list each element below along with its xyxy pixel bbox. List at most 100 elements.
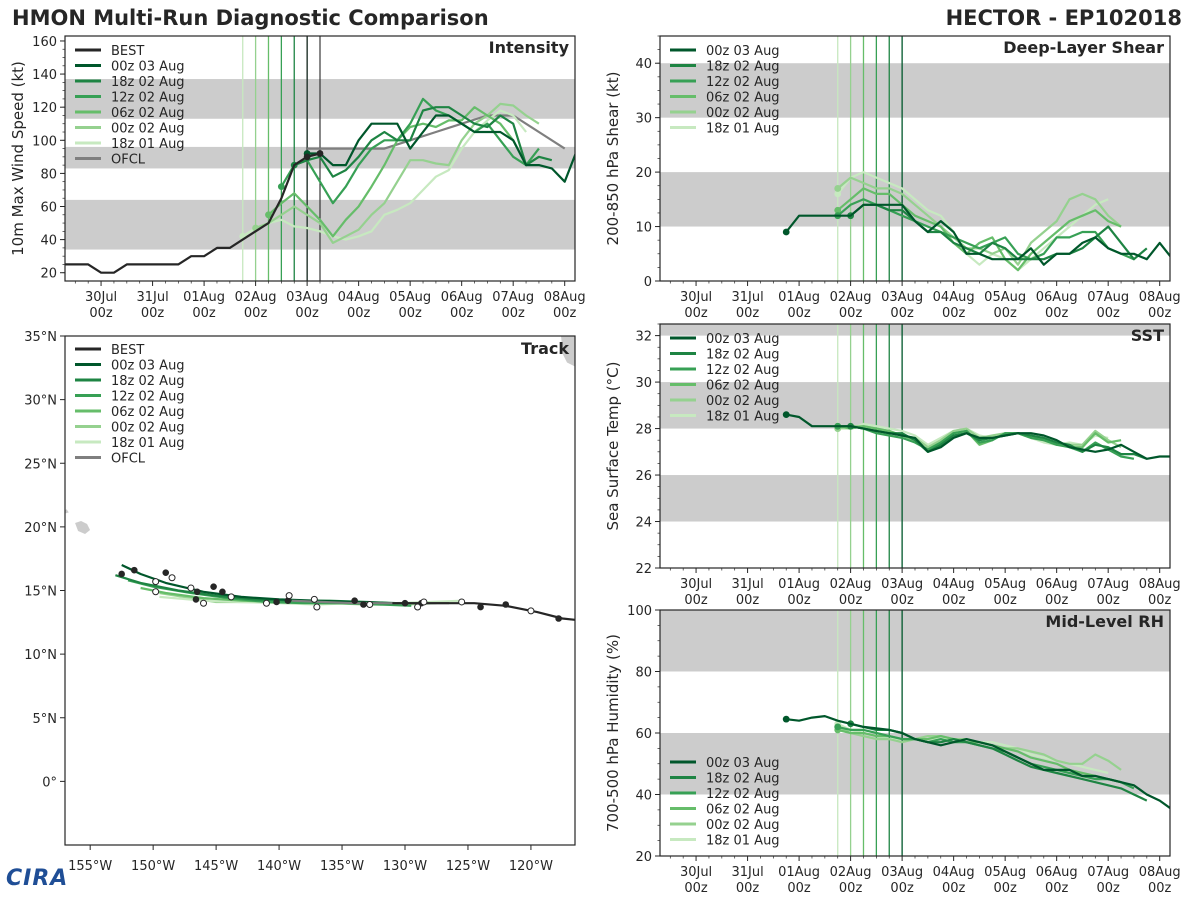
rh-xtick-label-hour: 00z (684, 881, 708, 896)
sst-plot-area (660, 324, 1170, 568)
shear-xtick-label-hour: 00z (890, 306, 914, 321)
shear-xtick-label-hour: 00z (787, 306, 811, 321)
shear-series-18z-02-aug (849, 203, 1148, 261)
intensity-xtick-label-hour: 00z (141, 306, 165, 321)
intensity-best-marker-0 (303, 153, 311, 161)
rh-band-0 (660, 733, 1170, 795)
sst-xtick-label-hour: 00z (1148, 593, 1172, 608)
track-filled-marker (273, 598, 280, 606)
intensity-legend-label-06z-02-aug: 06z 02 Aug (111, 106, 185, 121)
rh-xtick-label-hour: 00z (1045, 881, 1069, 896)
track-xtick-label: 130°W (383, 859, 427, 874)
intensity-title: Intensity (489, 38, 570, 57)
track-ytick-label: 0° (42, 775, 57, 790)
rh-xtick-label-date: 03Aug (881, 865, 923, 880)
intensity-series-00z-03-aug (307, 114, 575, 183)
sst-ytick-label: 24 (635, 516, 652, 531)
rh-xtick-label-date: 07Aug (1087, 865, 1129, 880)
intensity-xtick-label-hour: 00z (398, 306, 422, 321)
sst-xtick-label-date: 30Jul (680, 577, 712, 592)
track-filled-marker (401, 599, 409, 607)
rh-init-marker-12z-02-aug (834, 723, 842, 731)
rh-xtick-label-date: 08Aug (1139, 865, 1181, 880)
track-legend-label-18z-02-aug: 18z 02 Aug (111, 374, 185, 389)
sst-title: SST (1131, 326, 1164, 345)
sst-series-18z-02-aug (850, 425, 1148, 460)
intensity-legend-label-00z-02-aug: 00z 02 Aug (111, 122, 185, 137)
shear-plot-area (660, 36, 1170, 281)
rh-legend-label-18z-01-aug: 18z 01 Aug (706, 834, 780, 849)
sst-xtick-label-hour: 00z (839, 593, 863, 608)
intensity-xtick-label-date: 31Jul (136, 290, 168, 305)
sst-band-1 (660, 382, 1170, 429)
sst-ytick-label: 26 (635, 469, 652, 484)
sst-xtick-label-date: 08Aug (1139, 577, 1181, 592)
track-legend-label-00z-02-aug: 00z 02 Aug (111, 421, 185, 436)
intensity-ytick-label: 20 (40, 267, 57, 282)
track-open-marker (420, 598, 428, 606)
intensity-xtick-label-date: 04Aug (338, 290, 380, 305)
cira-logo: CIRA (6, 866, 68, 891)
rh-xtick-label-hour: 00z (890, 881, 914, 896)
track-filled-marker (502, 601, 510, 608)
hawaii-land (75, 521, 91, 535)
sst-xtick-label-date: 05Aug (984, 577, 1026, 592)
shear-series-06z-02-aug (836, 187, 1122, 272)
track-ytick-label: 15°N (24, 585, 57, 600)
storm-title: HECTOR - EP102018 (945, 6, 1182, 30)
sst-xtick-label-hour: 00z (787, 593, 811, 608)
sst-xtick-label-hour: 00z (942, 593, 966, 608)
rh-xtick-label-date: 02Aug (830, 865, 872, 880)
rh-legend-label-12z-02-aug: 12z 02 Aug (706, 787, 780, 802)
rh-legend-label-06z-02-aug: 06z 02 Aug (706, 803, 780, 818)
sst-xtick-label-hour: 00z (1096, 593, 1120, 608)
intensity-ytick-label: 140 (32, 68, 57, 83)
sst-ytick-label: 32 (635, 330, 652, 345)
shear-xtick-label-hour: 00z (1148, 306, 1172, 321)
track-open-marker (527, 607, 535, 615)
track-filled-marker (130, 566, 138, 574)
rh-ytick-label: 80 (635, 666, 652, 681)
shear-series-18z-01-aug (836, 171, 1109, 272)
rh-xtick-label-hour: 00z (942, 881, 966, 896)
rh-xtick-label-date: 30Jul (680, 865, 712, 880)
shear-init-marker-18z-01-aug (834, 190, 842, 198)
sst-ytick-label: 30 (635, 376, 652, 391)
rh-legend-label-00z-03-aug: 00z 03 Aug (706, 756, 780, 771)
intensity-legend-label-ofcl: OFCL (111, 153, 146, 168)
sst-xtick-label-hour: 00z (890, 593, 914, 608)
sst-legend-label-00z-03-aug: 00z 03 Aug (706, 332, 780, 347)
track-legend-label-ofcl: OFCL (111, 452, 146, 467)
track-legend-label-best: BEST (111, 343, 144, 358)
shear-xtick-label-hour: 00z (1045, 306, 1069, 321)
rh-band-1 (660, 610, 1170, 672)
sst-ylabel: Sea Surface Temp (°C) (604, 361, 622, 530)
rh-xtick-label-date: 05Aug (984, 865, 1026, 880)
rh-ytick-label: 40 (635, 789, 652, 804)
figure-title: HMON Multi-Run Diagnostic Comparison (12, 6, 489, 30)
sst-legend-label-18z-02-aug: 18z 02 Aug (706, 348, 780, 363)
intensity-ytick-label: 60 (40, 201, 57, 216)
sst-band-0 (660, 475, 1170, 522)
sst-xtick-label-date: 06Aug (1036, 577, 1078, 592)
track-filled-marker (162, 569, 170, 576)
shear-ytick-label: 30 (635, 112, 652, 127)
track-filled-marker (360, 601, 367, 608)
intensity-xtick-label-hour: 00z (192, 306, 216, 321)
rh-xtick-label-hour: 00z (1096, 881, 1120, 896)
sst-legend-label-00z-02-aug: 00z 02 Aug (706, 394, 780, 409)
track-xtick-label: 140°W (257, 859, 301, 874)
intensity-panel: 2040608010012014016030Jul00z31Jul00z01Au… (9, 35, 586, 321)
shear-legend-label-18z-02-aug: 18z 02 Aug (706, 60, 780, 75)
sst-series-00z-03-aug (785, 413, 1170, 460)
track-ytick-label: 25°N (24, 457, 57, 472)
sst-legend-label-12z-02-aug: 12z 02 Aug (706, 363, 780, 378)
sst-xtick-label-hour: 00z (684, 593, 708, 608)
track-filled-marker (210, 583, 217, 590)
rh-xtick-label-date: 04Aug (933, 865, 975, 880)
sst-xtick-label-hour: 00z (993, 593, 1017, 608)
track-legend-label-18z-01-aug: 18z 01 Aug (111, 436, 185, 451)
track-open-marker (313, 603, 321, 611)
sst-init-marker-00z-03-aug (782, 411, 790, 419)
